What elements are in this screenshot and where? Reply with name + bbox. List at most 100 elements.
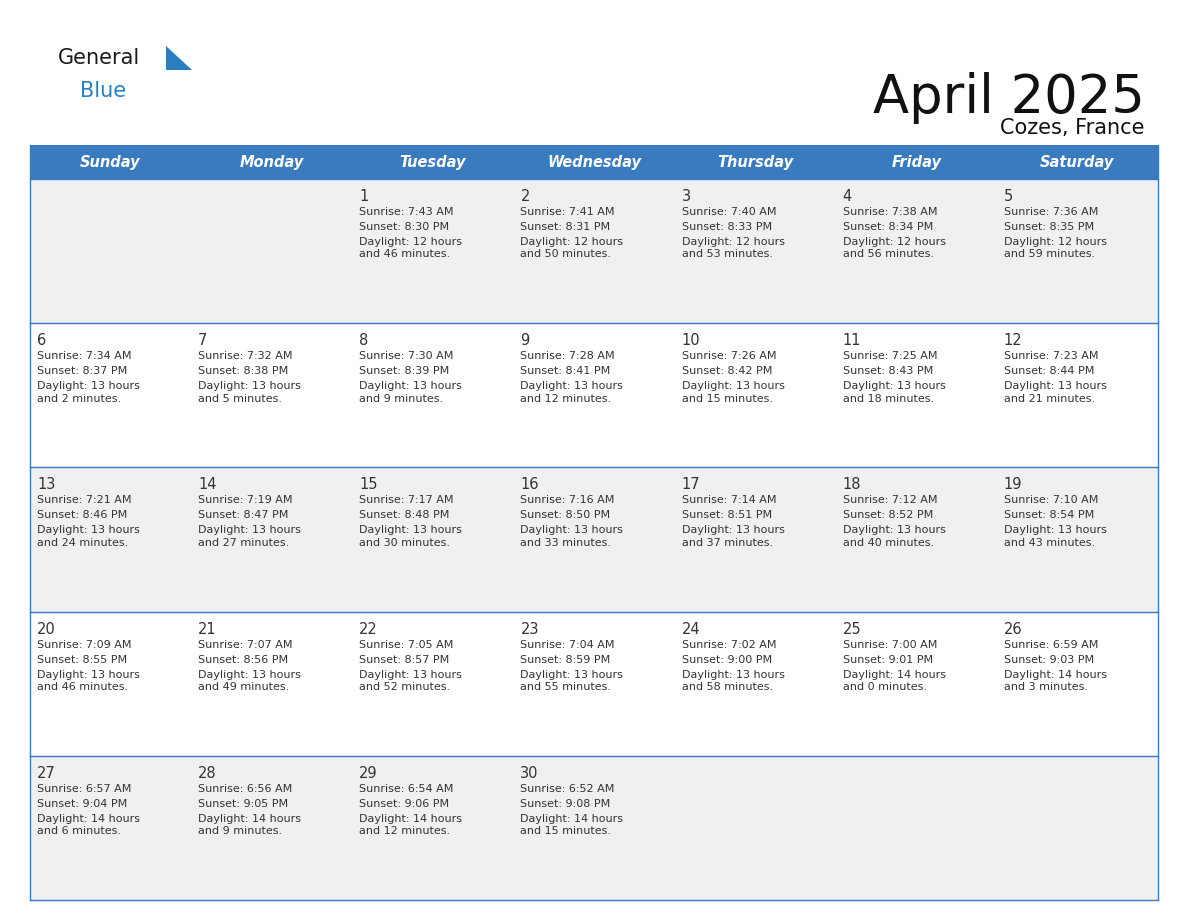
Text: 22: 22	[359, 621, 378, 636]
Text: 10: 10	[682, 333, 700, 348]
Text: Daylight: 13 hours
and 9 minutes.: Daylight: 13 hours and 9 minutes.	[359, 381, 462, 404]
Text: April 2025: April 2025	[873, 72, 1145, 124]
Text: Sunrise: 7:21 AM: Sunrise: 7:21 AM	[37, 496, 132, 506]
Text: Sunrise: 6:57 AM: Sunrise: 6:57 AM	[37, 784, 132, 794]
Text: Friday: Friday	[891, 154, 941, 170]
Text: Daylight: 13 hours
and 18 minutes.: Daylight: 13 hours and 18 minutes.	[842, 381, 946, 404]
Text: Sunrise: 7:10 AM: Sunrise: 7:10 AM	[1004, 496, 1098, 506]
Text: Daylight: 13 hours
and 5 minutes.: Daylight: 13 hours and 5 minutes.	[198, 381, 301, 404]
Text: Sunrise: 7:34 AM: Sunrise: 7:34 AM	[37, 352, 132, 361]
Text: 1: 1	[359, 189, 368, 204]
Text: Daylight: 13 hours
and 15 minutes.: Daylight: 13 hours and 15 minutes.	[682, 381, 784, 404]
Text: 2: 2	[520, 189, 530, 204]
Text: 29: 29	[359, 766, 378, 781]
Text: Daylight: 12 hours
and 56 minutes.: Daylight: 12 hours and 56 minutes.	[842, 237, 946, 260]
Text: Sunset: 8:42 PM: Sunset: 8:42 PM	[682, 366, 772, 376]
Text: Thursday: Thursday	[718, 154, 794, 170]
Text: Sunset: 9:04 PM: Sunset: 9:04 PM	[37, 799, 127, 809]
Text: Sunset: 9:01 PM: Sunset: 9:01 PM	[842, 655, 933, 665]
Text: 23: 23	[520, 621, 539, 636]
Text: Sunset: 8:54 PM: Sunset: 8:54 PM	[1004, 510, 1094, 521]
Text: Sunset: 8:41 PM: Sunset: 8:41 PM	[520, 366, 611, 376]
Text: Daylight: 13 hours
and 55 minutes.: Daylight: 13 hours and 55 minutes.	[520, 669, 624, 692]
Text: Blue: Blue	[80, 81, 126, 101]
Text: 19: 19	[1004, 477, 1023, 492]
Text: Sunrise: 7:43 AM: Sunrise: 7:43 AM	[359, 207, 454, 217]
Text: Tuesday: Tuesday	[399, 154, 466, 170]
Text: 13: 13	[37, 477, 56, 492]
Text: Cozes, France: Cozes, France	[1000, 118, 1145, 138]
Text: Sunset: 8:44 PM: Sunset: 8:44 PM	[1004, 366, 1094, 376]
Text: Sunset: 8:57 PM: Sunset: 8:57 PM	[359, 655, 449, 665]
Text: Sunset: 8:38 PM: Sunset: 8:38 PM	[198, 366, 289, 376]
Text: General: General	[58, 48, 140, 68]
Text: Sunset: 8:30 PM: Sunset: 8:30 PM	[359, 222, 449, 232]
Text: Sunset: 8:52 PM: Sunset: 8:52 PM	[842, 510, 933, 521]
Text: Sunrise: 7:19 AM: Sunrise: 7:19 AM	[198, 496, 292, 506]
Text: 14: 14	[198, 477, 216, 492]
Text: Daylight: 13 hours
and 37 minutes.: Daylight: 13 hours and 37 minutes.	[682, 525, 784, 548]
Text: 6: 6	[37, 333, 46, 348]
Text: Sunset: 8:55 PM: Sunset: 8:55 PM	[37, 655, 127, 665]
Text: Sunrise: 7:04 AM: Sunrise: 7:04 AM	[520, 640, 615, 650]
Text: Sunset: 8:39 PM: Sunset: 8:39 PM	[359, 366, 449, 376]
Text: Daylight: 13 hours
and 43 minutes.: Daylight: 13 hours and 43 minutes.	[1004, 525, 1107, 548]
Text: 26: 26	[1004, 621, 1023, 636]
Text: Sunrise: 7:23 AM: Sunrise: 7:23 AM	[1004, 352, 1099, 361]
Bar	[30, 179, 1158, 323]
Text: Sunrise: 7:16 AM: Sunrise: 7:16 AM	[520, 496, 615, 506]
Text: Daylight: 14 hours
and 9 minutes.: Daylight: 14 hours and 9 minutes.	[198, 813, 301, 836]
Text: Daylight: 14 hours
and 6 minutes.: Daylight: 14 hours and 6 minutes.	[37, 813, 140, 836]
Text: Sunset: 8:35 PM: Sunset: 8:35 PM	[1004, 222, 1094, 232]
Text: Daylight: 13 hours
and 12 minutes.: Daylight: 13 hours and 12 minutes.	[520, 381, 624, 404]
Text: Sunset: 8:50 PM: Sunset: 8:50 PM	[520, 510, 611, 521]
Text: Sunrise: 7:14 AM: Sunrise: 7:14 AM	[682, 496, 776, 506]
Text: Daylight: 13 hours
and 2 minutes.: Daylight: 13 hours and 2 minutes.	[37, 381, 140, 404]
Text: Daylight: 12 hours
and 53 minutes.: Daylight: 12 hours and 53 minutes.	[682, 237, 784, 260]
Text: Sunset: 8:31 PM: Sunset: 8:31 PM	[520, 222, 611, 232]
Text: Sunrise: 7:07 AM: Sunrise: 7:07 AM	[198, 640, 292, 650]
Text: Sunset: 8:48 PM: Sunset: 8:48 PM	[359, 510, 450, 521]
Text: 8: 8	[359, 333, 368, 348]
Text: Sunset: 8:47 PM: Sunset: 8:47 PM	[198, 510, 289, 521]
Text: Daylight: 13 hours
and 46 minutes.: Daylight: 13 hours and 46 minutes.	[37, 669, 140, 692]
Text: 30: 30	[520, 766, 539, 781]
Bar	[30, 145, 1158, 179]
Text: Sunrise: 7:28 AM: Sunrise: 7:28 AM	[520, 352, 615, 361]
Text: Sunset: 8:59 PM: Sunset: 8:59 PM	[520, 655, 611, 665]
Text: Daylight: 13 hours
and 49 minutes.: Daylight: 13 hours and 49 minutes.	[198, 669, 301, 692]
Text: Sunrise: 7:02 AM: Sunrise: 7:02 AM	[682, 640, 776, 650]
Text: Sunrise: 6:54 AM: Sunrise: 6:54 AM	[359, 784, 454, 794]
Bar	[30, 756, 1158, 900]
Text: Daylight: 14 hours
and 12 minutes.: Daylight: 14 hours and 12 minutes.	[359, 813, 462, 836]
Text: Sunset: 9:08 PM: Sunset: 9:08 PM	[520, 799, 611, 809]
Bar	[30, 323, 1158, 467]
Text: Sunrise: 6:56 AM: Sunrise: 6:56 AM	[198, 784, 292, 794]
Text: Sunset: 8:34 PM: Sunset: 8:34 PM	[842, 222, 933, 232]
Text: Sunrise: 7:41 AM: Sunrise: 7:41 AM	[520, 207, 615, 217]
Text: Sunrise: 7:12 AM: Sunrise: 7:12 AM	[842, 496, 937, 506]
Text: Saturday: Saturday	[1041, 154, 1114, 170]
Text: Daylight: 13 hours
and 24 minutes.: Daylight: 13 hours and 24 minutes.	[37, 525, 140, 548]
Text: Sunrise: 7:38 AM: Sunrise: 7:38 AM	[842, 207, 937, 217]
Text: Daylight: 13 hours
and 30 minutes.: Daylight: 13 hours and 30 minutes.	[359, 525, 462, 548]
Text: Sunset: 8:56 PM: Sunset: 8:56 PM	[198, 655, 289, 665]
Text: Daylight: 13 hours
and 21 minutes.: Daylight: 13 hours and 21 minutes.	[1004, 381, 1107, 404]
Text: Daylight: 14 hours
and 0 minutes.: Daylight: 14 hours and 0 minutes.	[842, 669, 946, 692]
Text: Monday: Monday	[240, 154, 304, 170]
Text: Sunrise: 7:36 AM: Sunrise: 7:36 AM	[1004, 207, 1098, 217]
Text: Sunrise: 6:52 AM: Sunrise: 6:52 AM	[520, 784, 615, 794]
Text: 15: 15	[359, 477, 378, 492]
Text: Daylight: 13 hours
and 58 minutes.: Daylight: 13 hours and 58 minutes.	[682, 669, 784, 692]
Text: Sunset: 8:43 PM: Sunset: 8:43 PM	[842, 366, 933, 376]
Text: Daylight: 12 hours
and 50 minutes.: Daylight: 12 hours and 50 minutes.	[520, 237, 624, 260]
Text: Sunrise: 6:59 AM: Sunrise: 6:59 AM	[1004, 640, 1098, 650]
Text: Daylight: 14 hours
and 15 minutes.: Daylight: 14 hours and 15 minutes.	[520, 813, 624, 836]
Text: 4: 4	[842, 189, 852, 204]
Text: Daylight: 13 hours
and 33 minutes.: Daylight: 13 hours and 33 minutes.	[520, 525, 624, 548]
Bar	[30, 611, 1158, 756]
Text: 20: 20	[37, 621, 56, 636]
Text: Daylight: 13 hours
and 27 minutes.: Daylight: 13 hours and 27 minutes.	[198, 525, 301, 548]
Text: Sunset: 9:06 PM: Sunset: 9:06 PM	[359, 799, 449, 809]
Text: Sunset: 8:37 PM: Sunset: 8:37 PM	[37, 366, 127, 376]
